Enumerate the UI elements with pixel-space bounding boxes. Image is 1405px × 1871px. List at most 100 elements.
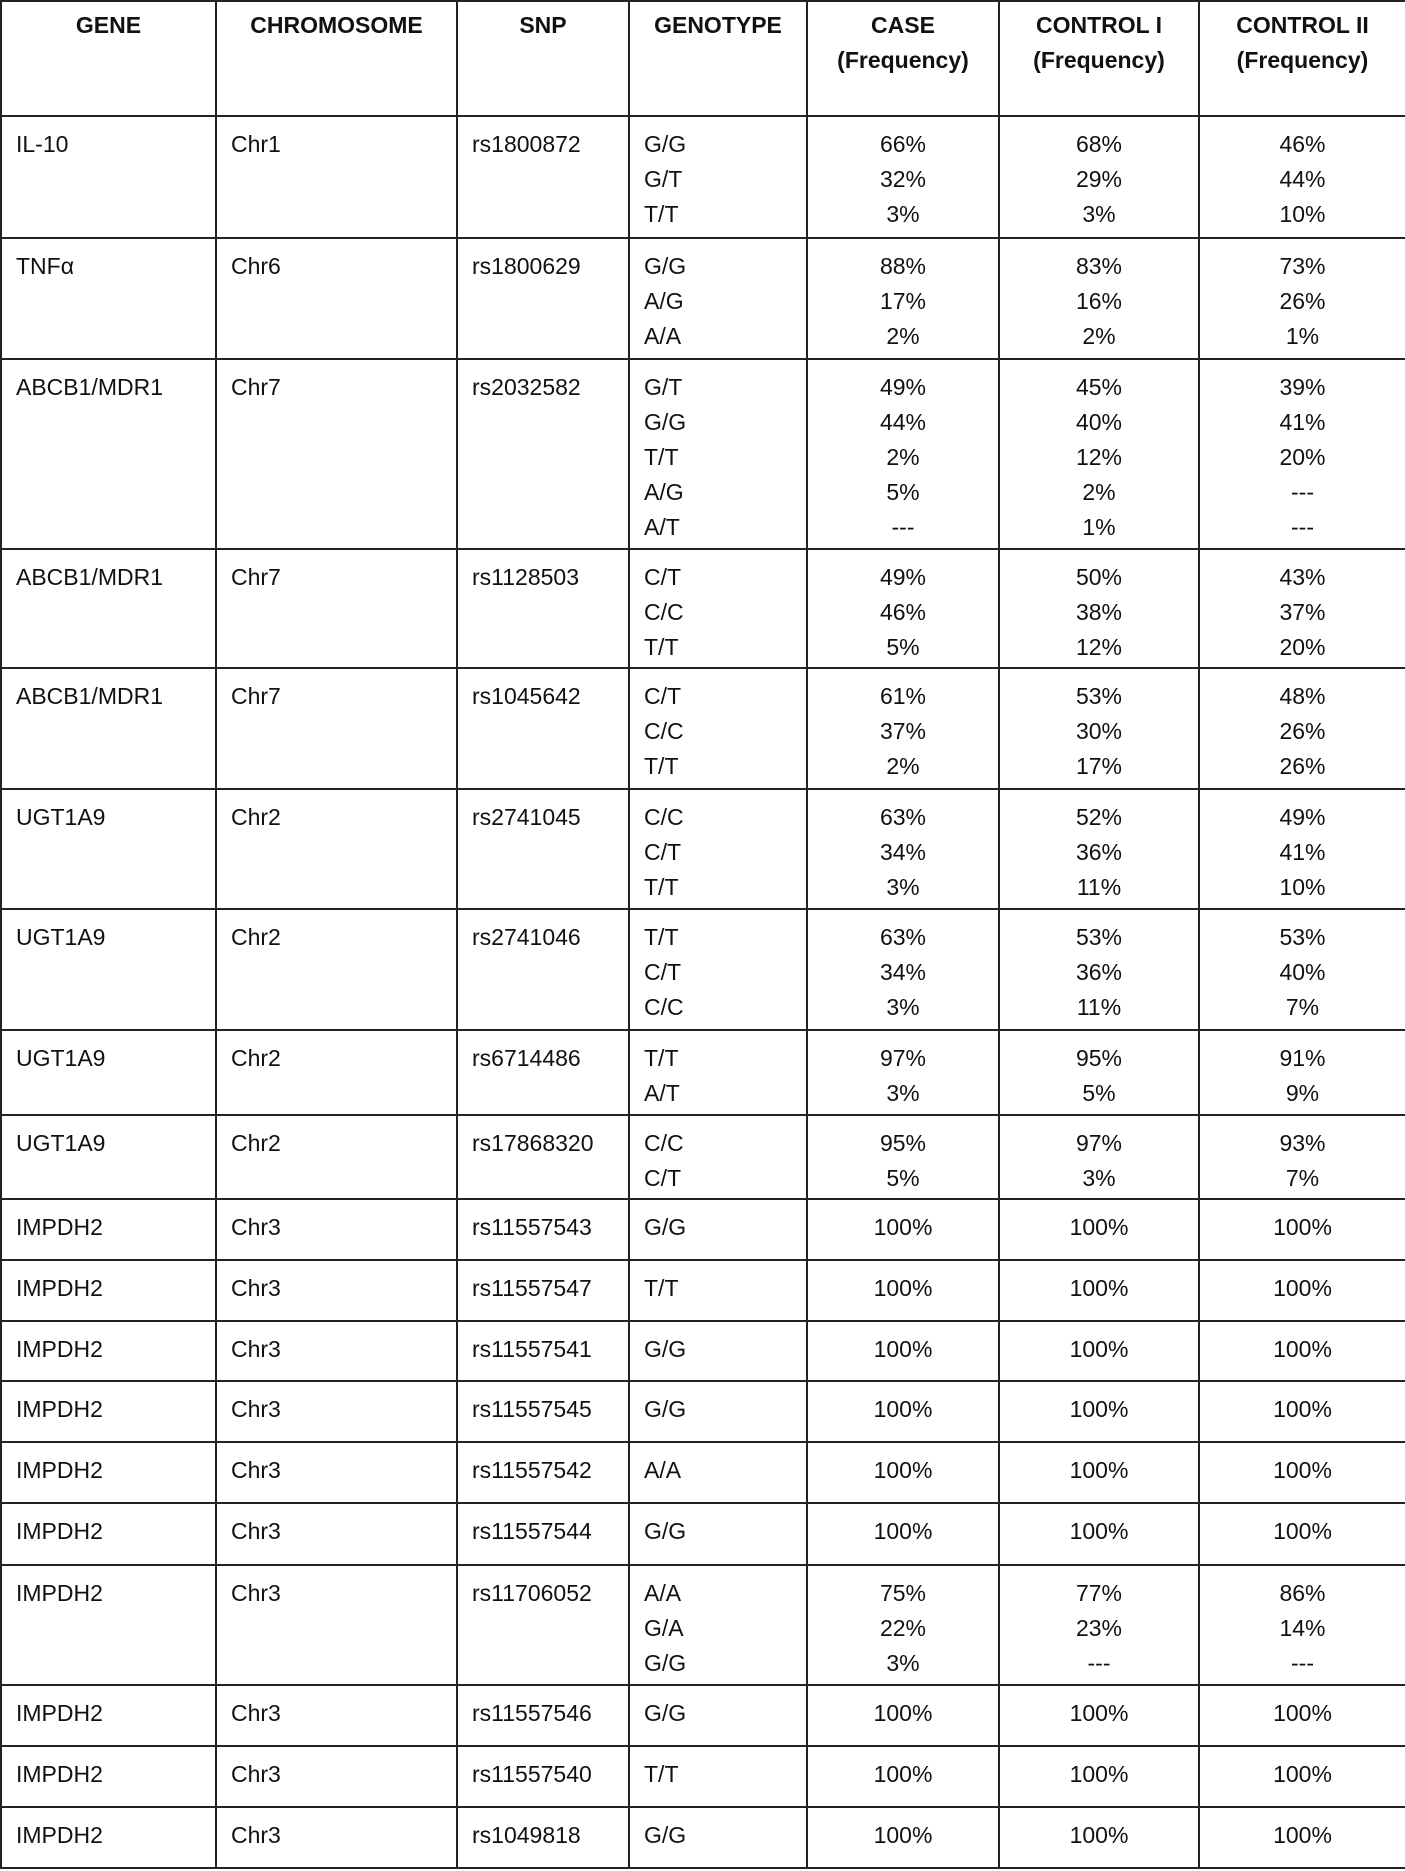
table-row: IMPDH2 Chr3 rs11557544 G/G 100% 100% 100% (0, 1502, 1405, 1566)
genotype-cell: G/T G/G T/T A/G A/T (628, 358, 808, 550)
header-text: (Frequency) (1236, 47, 1369, 73)
value: C/C (644, 599, 684, 625)
header-text: CASE (871, 12, 935, 38)
value: 2% (886, 753, 920, 779)
chromosome-cell: Chr3 (215, 1745, 458, 1808)
value: 100% (1069, 1275, 1129, 1301)
chromosome-cell: Chr3 (215, 1441, 458, 1504)
chromosome-cell: Chr3 (215, 1198, 458, 1261)
value: A/A (644, 1580, 682, 1606)
value: 3% (886, 1650, 920, 1676)
table-row: ABCB1/MDR1 Chr7 rs1128503 C/T C/C T/T 49% 46% 5%… (0, 548, 1405, 669)
control-1-cell: 53% 36% 11% (998, 908, 1200, 1031)
value: --- (1087, 1650, 1111, 1676)
case-cell: 100% (806, 1198, 1000, 1261)
genotype-cell: G/G A/G A/A (628, 237, 808, 360)
header-chromosome: CHROMOSOME (215, 0, 458, 117)
value: 100% (1273, 1700, 1332, 1726)
header-row: GENE CHROMOSOME SNP GENOTYPE CASE (Frequency)… (0, 0, 1405, 117)
table-row: IL-10 Chr1 rs1800872 G/G G/T T/T 66% 32% 3% 68% 29… (0, 115, 1405, 239)
control-1-cell: 53% 30% 17% (998, 667, 1200, 790)
chromosome-cell: Chr2 (215, 1029, 458, 1116)
snp-cell: rs11557542 (456, 1441, 630, 1504)
control-2-cell: 100% (1198, 1745, 1405, 1808)
value: T/T (644, 201, 679, 227)
value: 95% (1075, 1045, 1123, 1071)
value: 61% (879, 683, 927, 709)
value: C/T (644, 839, 682, 865)
snp-cell: rs11557545 (456, 1380, 630, 1443)
value: G/T (644, 166, 683, 192)
value: 86% (1279, 1580, 1326, 1606)
value: 38% (1075, 599, 1123, 625)
value: G/A (644, 1615, 684, 1641)
value: 3% (886, 201, 920, 227)
value: 100% (1273, 1396, 1332, 1422)
genotype-cell: G/G (628, 1320, 808, 1382)
chromosome-cell: Chr3 (215, 1564, 458, 1686)
chromosome-cell: Chr7 (215, 667, 458, 790)
header-text: GENOTYPE (654, 12, 782, 38)
value: 3% (1082, 1165, 1116, 1191)
value: G/G (644, 131, 687, 157)
value: 49% (879, 374, 927, 400)
snp-cell: rs11557541 (456, 1320, 630, 1382)
control-2-cell: 100% (1198, 1320, 1405, 1382)
genotype-cell: G/G (628, 1502, 808, 1566)
value: 100% (1273, 1275, 1332, 1301)
genotype-cell: C/T C/C T/T (628, 667, 808, 790)
value: A/G (644, 288, 684, 314)
table-row: IMPDH2 Chr3 rs11557545 G/G 100% 100% 100% (0, 1380, 1405, 1443)
control-1-cell: 100% (998, 1320, 1200, 1382)
genotype-cell: G/G (628, 1380, 808, 1443)
value: 3% (886, 874, 920, 900)
header-text: CHROMOSOME (250, 12, 423, 38)
control-1-cell: 52% 36% 11% (998, 788, 1200, 910)
value: C/C (644, 804, 684, 830)
value: A/A (644, 1457, 682, 1483)
value: C/T (644, 683, 682, 709)
value: 100% (1069, 1396, 1129, 1422)
header-text: GENE (75, 12, 142, 38)
chromosome-cell: Chr7 (215, 358, 458, 550)
chromosome-cell: Chr7 (215, 548, 458, 669)
value: 93% (1279, 1130, 1326, 1156)
value: 66% (879, 131, 927, 157)
case-cell: 63% 34% 3% (806, 788, 1000, 910)
value: 100% (873, 1214, 933, 1240)
case-cell: 100% (806, 1441, 1000, 1504)
value: 1% (1082, 514, 1116, 540)
value: 17% (1075, 753, 1123, 779)
value: 14% (1279, 1615, 1326, 1641)
chromosome-cell: Chr1 (215, 115, 458, 239)
snp-cell: rs1800629 (456, 237, 630, 360)
value: A/G (644, 479, 684, 505)
value: 26% (1279, 718, 1326, 744)
control-2-cell: 43% 37% 20% (1198, 548, 1405, 669)
value: 100% (873, 1700, 933, 1726)
value: 5% (1082, 1080, 1116, 1106)
header-gene: GENE (0, 0, 217, 117)
control-1-cell: 100% (998, 1380, 1200, 1443)
case-cell: 63% 34% 3% (806, 908, 1000, 1031)
genotype-cell: T/T A/T (628, 1029, 808, 1116)
chromosome-cell: Chr3 (215, 1806, 458, 1869)
value: 95% (879, 1130, 927, 1156)
value: G/T (644, 374, 683, 400)
value: 100% (1069, 1518, 1129, 1544)
value: 2% (886, 323, 920, 349)
value: 100% (873, 1336, 933, 1362)
value: 46% (879, 599, 927, 625)
control-1-cell: 100% (998, 1684, 1200, 1747)
control-2-cell: 93% 7% (1198, 1114, 1405, 1200)
chromosome-cell: Chr3 (215, 1502, 458, 1566)
value: 100% (873, 1396, 933, 1422)
value: 100% (1069, 1822, 1129, 1848)
gene-cell: IMPDH2 (0, 1684, 217, 1747)
value: 100% (1273, 1518, 1332, 1544)
value: 48% (1279, 683, 1326, 709)
value: --- (891, 514, 915, 540)
value: 5% (886, 1165, 920, 1191)
value: 43% (1279, 564, 1326, 590)
